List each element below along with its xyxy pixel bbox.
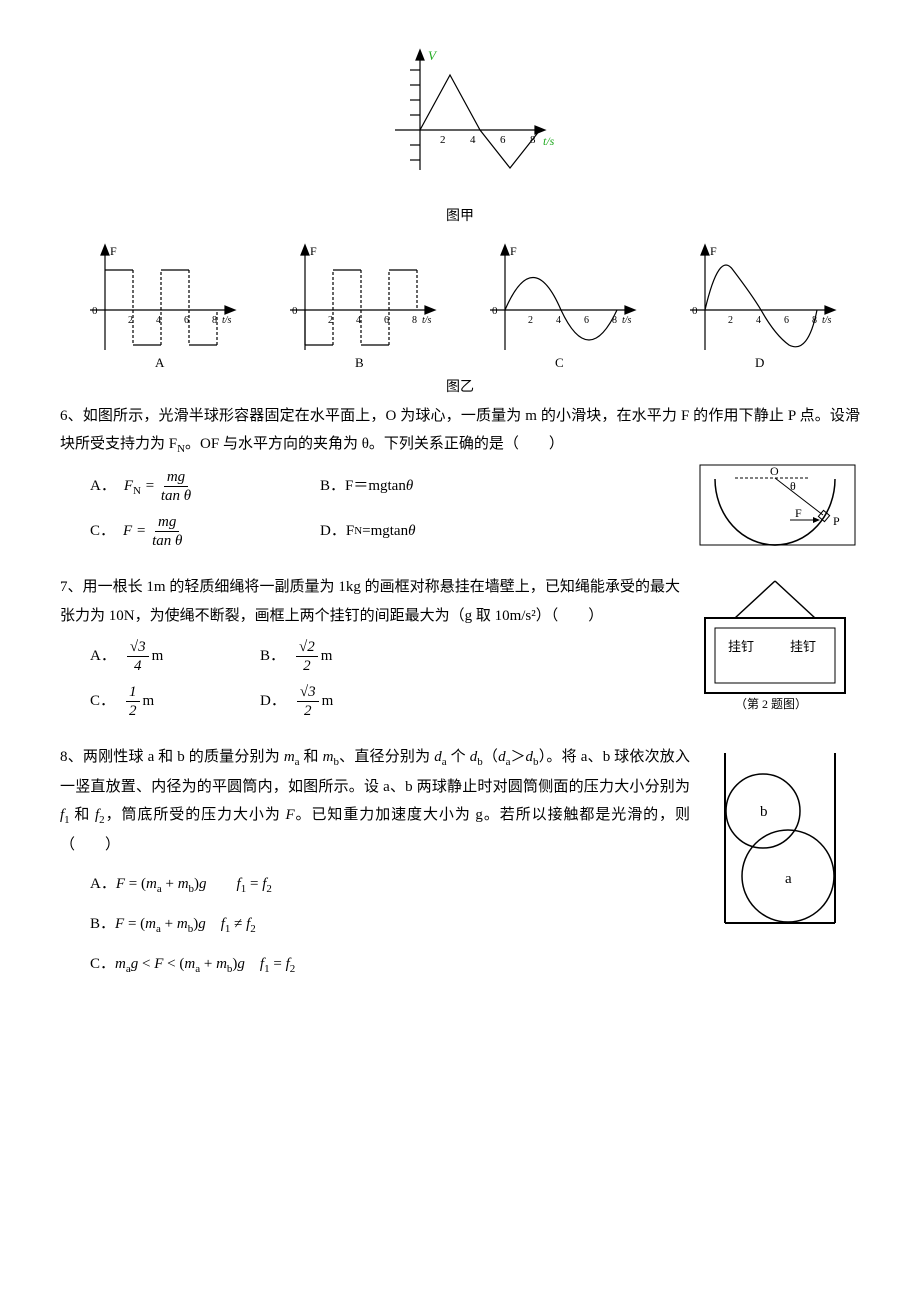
svg-text:6: 6 [500,134,506,146]
svg-text:t/s: t/s [422,315,432,326]
panel-d: F 0 2 4 6 8 t/s D [680,240,840,370]
svg-text:2: 2 [128,315,133,326]
q6-opt-d: D．FN=mgtanθ [320,513,550,550]
svg-text:6: 6 [584,315,589,326]
q7-opt-c: C． 12 m [90,683,260,720]
svg-text:F: F [795,506,802,520]
svg-text:F: F [710,244,717,258]
q7-opt-b: B． √22 m [260,638,430,675]
q6-text: 6、如图所示，光滑半球形容器固定在水平面上，O 为球心，一质量为 m 的小滑块，… [60,402,860,460]
q6-opt-b: B．F＝mgtanθ [320,468,550,505]
q6-number: 6、 [60,408,83,424]
figure-row-label: 图乙 [60,375,860,402]
svg-text:挂钉: 挂钉 [728,639,754,654]
q8-figure: b a [700,743,860,933]
svg-text:2: 2 [440,134,446,146]
q6-opt-a: A． FN = mgtan θ [90,468,320,505]
svg-text:D: D [755,355,764,370]
svg-text:2: 2 [328,315,333,326]
figure-row: F0 24 68 t/s A F0 24 68 t/s B F0 24 68 t [60,240,860,370]
svg-text:8: 8 [530,134,536,146]
svg-text:0: 0 [692,305,698,317]
svg-text:4: 4 [356,315,361,326]
svg-text:t/s: t/s [822,315,832,326]
svg-text:8: 8 [412,315,417,326]
svg-text:6: 6 [784,315,789,326]
panel-b: F 0 2 4 6 8 t/s B [280,240,440,370]
q8-opt-c: C．mag < F < (ma + mb)g f1 = f2 [90,950,860,980]
svg-text:6: 6 [184,315,189,326]
figure-top: V 2 4 6 8 t/s 图甲 [60,40,860,230]
svg-text:0: 0 [492,305,498,317]
svg-text:（第 2 题图）: （第 2 题图） [735,697,807,711]
svg-text:t/s: t/s [622,315,632,326]
svg-text:B: B [355,355,364,370]
svg-text:8: 8 [212,315,217,326]
svg-text:F: F [110,244,117,258]
svg-text:t/s: t/s [543,134,555,148]
svg-text:0: 0 [92,305,98,317]
question-8: b a 8、两刚性球 a 和 b 的质量分别为 ma 和 mb、直径分别为 da… [60,743,860,989]
svg-text:2: 2 [728,315,733,326]
panel-c: F 0 2 4 6 8 t/s C [480,240,640,370]
svg-text:P: P [833,514,840,528]
svg-text:4: 4 [470,134,476,146]
svg-text:挂钉: 挂钉 [790,639,816,654]
svg-text:V: V [428,48,438,63]
figure-top-label: 图甲 [60,204,860,231]
question-7: 挂钉 挂钉 （第 2 题图） 7、用一根长 1m 的轻质细绳将一副质量为 1kg… [60,573,860,728]
svg-text:F: F [510,244,517,258]
q7-opt-a: A． √34 m [90,638,260,675]
svg-text:8: 8 [612,315,617,326]
svg-text:θ: θ [790,479,796,493]
svg-text:t/s: t/s [222,315,232,326]
svg-text:a: a [785,871,792,887]
q6-figure: O θ F P [695,460,860,550]
q8-number: 8、 [60,749,83,765]
q6-opt-c: C． F = mgtan θ [90,513,320,550]
svg-text:F: F [310,244,317,258]
svg-text:4: 4 [156,315,161,326]
svg-text:O: O [770,464,779,478]
svg-text:4: 4 [756,315,761,326]
vt-graph: V 2 4 6 8 t/s [365,40,555,190]
question-6: 6、如图所示，光滑半球形容器固定在水平面上，O 为球心，一质量为 m 的小滑块，… [60,402,860,558]
q7-opt-d: D． √32 m [260,683,430,720]
svg-text:b: b [760,804,768,820]
svg-text:C: C [555,355,564,370]
svg-text:0: 0 [292,305,298,317]
svg-text:6: 6 [384,315,389,326]
panel-a: F 0 2 4 6 8 t/s A [80,240,240,370]
q7-figure: 挂钉 挂钉 （第 2 题图） [690,573,860,713]
svg-text:2: 2 [528,315,533,326]
svg-text:A: A [155,355,165,370]
svg-text:4: 4 [556,315,561,326]
svg-text:8: 8 [812,315,817,326]
q7-number: 7、 [60,579,83,595]
